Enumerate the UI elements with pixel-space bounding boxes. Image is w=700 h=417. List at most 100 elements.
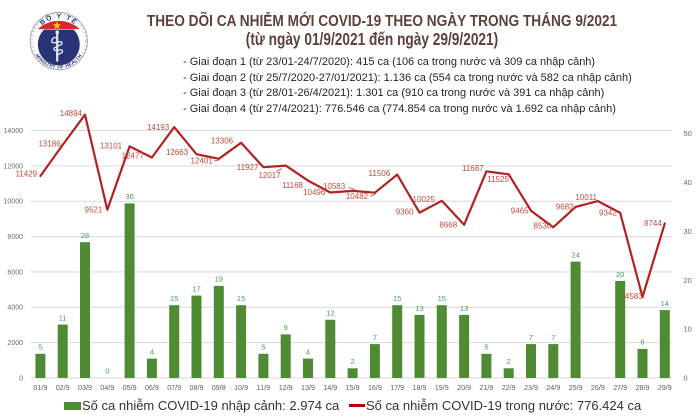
svg-text:9360: 9360 xyxy=(396,208,414,217)
svg-text:23/9: 23/9 xyxy=(524,383,538,392)
svg-text:27/9: 27/9 xyxy=(613,383,627,392)
svg-text:17/9: 17/9 xyxy=(390,383,404,392)
svg-text:36: 36 xyxy=(125,192,133,201)
svg-text:11/9: 11/9 xyxy=(257,383,270,392)
svg-text:12/9: 12/9 xyxy=(279,383,293,392)
svg-text:14894: 14894 xyxy=(60,109,83,118)
svg-text:14000: 14000 xyxy=(4,128,24,135)
svg-text:25/9: 25/9 xyxy=(569,383,583,392)
svg-text:6: 6 xyxy=(640,338,644,347)
svg-text:2000: 2000 xyxy=(7,340,23,347)
svg-text:12401: 12401 xyxy=(191,156,214,165)
svg-text:50: 50 xyxy=(684,129,692,138)
svg-text:15: 15 xyxy=(393,294,401,303)
svg-text:20: 20 xyxy=(684,276,692,285)
svg-text:10: 10 xyxy=(684,325,692,334)
svg-text:2: 2 xyxy=(507,357,511,366)
svg-text:10025: 10025 xyxy=(413,195,436,204)
svg-text:24/9: 24/9 xyxy=(546,383,560,392)
svg-text:13/9: 13/9 xyxy=(301,383,315,392)
svg-text:8000: 8000 xyxy=(7,234,23,241)
svg-text:13306: 13306 xyxy=(211,137,234,146)
svg-text:8530: 8530 xyxy=(534,222,552,231)
svg-text:26/9: 26/9 xyxy=(591,383,605,392)
svg-text:10000: 10000 xyxy=(4,199,24,206)
svg-text:05/9: 05/9 xyxy=(123,383,137,392)
svg-text:11429: 11429 xyxy=(15,169,37,178)
svg-text:19: 19 xyxy=(215,275,223,284)
svg-text:12: 12 xyxy=(326,309,334,318)
svg-text:14193: 14193 xyxy=(147,123,170,132)
svg-text:01/9: 01/9 xyxy=(33,383,47,392)
svg-text:9682: 9682 xyxy=(556,203,574,212)
svg-text:8668: 8668 xyxy=(439,221,457,230)
svg-text:15: 15 xyxy=(237,294,245,303)
svg-text:0: 0 xyxy=(19,375,23,382)
svg-text:20/9: 20/9 xyxy=(457,383,471,392)
svg-text:12663: 12663 xyxy=(166,148,189,157)
svg-text:14/9: 14/9 xyxy=(323,383,337,392)
svg-text:09/8: 09/8 xyxy=(212,383,226,392)
svg-text:0: 0 xyxy=(105,367,109,376)
svg-text:11687: 11687 xyxy=(462,164,484,173)
svg-text:02/9: 02/9 xyxy=(56,383,70,392)
svg-text:13186: 13186 xyxy=(38,140,61,149)
svg-text:9342: 9342 xyxy=(599,209,617,218)
svg-text:40: 40 xyxy=(684,178,692,187)
svg-text:04/9: 04/9 xyxy=(100,383,114,392)
svg-text:12477: 12477 xyxy=(122,152,145,161)
svg-text:4: 4 xyxy=(306,347,310,356)
svg-text:10583: 10583 xyxy=(323,182,346,191)
svg-text:11: 11 xyxy=(59,313,67,322)
svg-text:15: 15 xyxy=(438,294,446,303)
svg-text:11506: 11506 xyxy=(369,169,391,178)
svg-text:9465: 9465 xyxy=(511,206,529,215)
svg-text:11927: 11927 xyxy=(237,163,259,172)
svg-text:13101: 13101 xyxy=(100,142,123,151)
svg-text:2: 2 xyxy=(351,357,355,366)
svg-text:5: 5 xyxy=(484,343,488,352)
svg-text:20: 20 xyxy=(616,270,624,279)
svg-text:10011: 10011 xyxy=(575,193,597,202)
svg-text:08/9: 08/9 xyxy=(190,383,204,392)
svg-text:11168: 11168 xyxy=(282,181,304,190)
svg-text:16/9: 16/9 xyxy=(368,383,382,392)
svg-text:6000: 6000 xyxy=(7,269,23,276)
svg-text:10496: 10496 xyxy=(303,188,326,197)
svg-text:19/9: 19/9 xyxy=(435,383,449,392)
svg-text:4: 4 xyxy=(150,347,154,356)
svg-text:7: 7 xyxy=(551,333,555,342)
svg-text:06/9: 06/9 xyxy=(145,383,159,392)
svg-text:15/9: 15/9 xyxy=(346,383,360,392)
svg-text:18/9: 18/9 xyxy=(413,383,427,392)
svg-text:30: 30 xyxy=(684,227,692,236)
svg-text:28/9: 28/9 xyxy=(636,383,650,392)
svg-text:15: 15 xyxy=(170,294,178,303)
svg-text:0: 0 xyxy=(684,374,688,383)
svg-text:5: 5 xyxy=(261,343,265,352)
svg-text:13: 13 xyxy=(460,304,468,313)
svg-text:4000: 4000 xyxy=(7,305,23,312)
svg-text:9521: 9521 xyxy=(85,205,103,214)
svg-text:5: 5 xyxy=(38,343,42,352)
svg-text:22/9: 22/9 xyxy=(502,383,516,392)
svg-text:17: 17 xyxy=(192,284,200,293)
svg-text:12017: 12017 xyxy=(258,171,281,180)
svg-text:7: 7 xyxy=(529,333,533,342)
svg-text:9: 9 xyxy=(284,323,288,332)
svg-text:8744: 8744 xyxy=(644,219,662,228)
svg-text:21/9: 21/9 xyxy=(479,383,493,392)
svg-text:24: 24 xyxy=(571,250,579,259)
svg-text:11525: 11525 xyxy=(487,175,509,184)
svg-text:4583: 4583 xyxy=(625,292,643,301)
svg-text:7: 7 xyxy=(373,333,377,342)
svg-text:10482: 10482 xyxy=(346,192,369,201)
svg-text:13: 13 xyxy=(415,304,423,313)
svg-text:10/9: 10/9 xyxy=(234,383,248,392)
svg-text:07/9: 07/9 xyxy=(167,383,181,392)
svg-text:03/9: 03/9 xyxy=(78,383,92,392)
svg-text:29/9: 29/9 xyxy=(658,383,672,392)
svg-text:28: 28 xyxy=(81,231,89,240)
svg-text:12000: 12000 xyxy=(4,163,24,170)
svg-text:14: 14 xyxy=(661,299,669,308)
